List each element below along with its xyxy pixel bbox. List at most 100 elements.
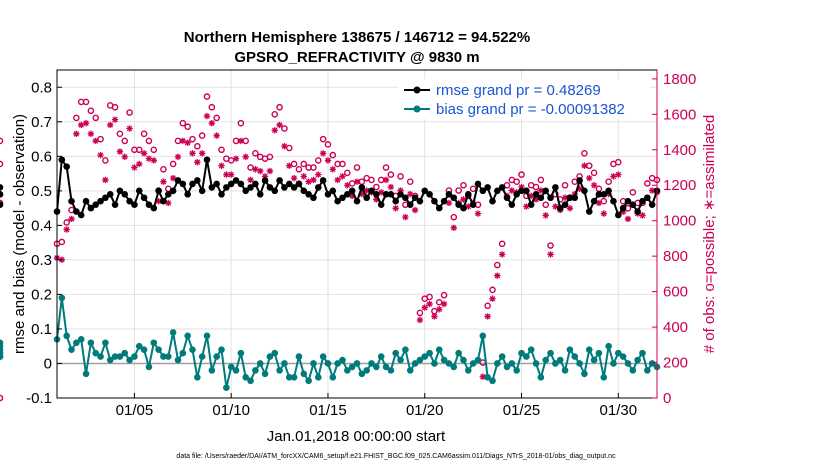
obs-possible-point	[416, 309, 424, 317]
rmse-point	[131, 201, 138, 208]
obs-possible-point	[218, 146, 225, 154]
rmse-point	[445, 190, 453, 198]
rmse-point	[624, 197, 632, 205]
left-tick-label: 0.2	[31, 286, 52, 303]
bias-point	[387, 367, 395, 374]
bias-point	[542, 356, 550, 364]
obs-assimilated-point	[203, 112, 211, 120]
bias-point	[310, 360, 317, 367]
obs-assimilated-point	[218, 162, 225, 169]
rmse-point	[508, 201, 516, 208]
bias-point	[344, 367, 351, 374]
obs-assimilated-point	[77, 121, 85, 129]
bias-point	[247, 377, 254, 385]
obs-assimilated-point	[436, 306, 443, 313]
rmse-point	[421, 187, 429, 195]
rmse-point	[518, 187, 525, 195]
bias-point	[348, 363, 356, 371]
obs-possible-point	[102, 157, 109, 164]
obs-possible-point	[518, 171, 525, 178]
rmse-point	[498, 184, 506, 191]
chart-title-line2: GPSRO_REFRACTIVITY @ 9830 m	[234, 49, 479, 66]
obs-possible-point	[271, 111, 279, 118]
rmse-point	[537, 194, 545, 202]
rmse-point	[610, 197, 617, 205]
obs-possible-point	[281, 125, 288, 132]
obs-assimilated-point	[465, 203, 472, 210]
bias-point	[610, 360, 617, 367]
rmse-point	[561, 201, 569, 208]
obs-possible-point	[203, 93, 211, 100]
obs-assimilated-point	[344, 182, 351, 189]
rmse-point	[300, 187, 308, 195]
obs-possible-point	[387, 171, 395, 178]
obs-assimilated-point	[339, 173, 346, 180]
rmse-point	[576, 177, 583, 184]
rmse-point	[464, 190, 472, 198]
obs-possible-point	[537, 176, 545, 184]
rmse-point	[82, 197, 90, 205]
obs-assimilated-point	[315, 171, 322, 178]
obs-assimilated-point	[310, 176, 317, 184]
obs-possible-point	[73, 114, 80, 122]
rmse-point	[140, 194, 148, 202]
rmse-point	[469, 201, 477, 208]
obs-assimilated-point	[537, 187, 545, 194]
left-tick-label: 0.7	[31, 114, 52, 131]
bias-point	[416, 356, 424, 364]
rmse-point	[208, 184, 216, 191]
obs-possible-point	[494, 261, 501, 269]
bias-point	[373, 363, 380, 371]
obs-possible-point	[116, 130, 124, 138]
rmse-point	[619, 204, 627, 212]
bias-point	[614, 349, 622, 357]
rmse-point	[184, 190, 191, 198]
obs-possible-point	[397, 173, 404, 180]
rmse-point	[276, 177, 283, 184]
obs-assimilated-point	[334, 176, 341, 184]
x-axis-label: Jan.01,2018 00:00:00 start	[267, 428, 446, 445]
rmse-point	[106, 190, 114, 198]
obs-assimilated-point	[450, 224, 457, 231]
bias-point	[494, 360, 501, 367]
rmse-point	[232, 177, 240, 184]
rmse-point	[397, 190, 404, 198]
obs-possible-point	[160, 165, 167, 173]
bias-point	[242, 373, 250, 381]
rmse-point	[324, 190, 332, 198]
obs-possible-point	[92, 114, 100, 122]
rmse-point	[455, 201, 462, 208]
rmse-point	[542, 187, 550, 195]
right-tick-label: 400	[663, 319, 688, 336]
rmse-point	[198, 187, 206, 195]
obs-assimilated-point	[252, 166, 259, 173]
rmse-point	[305, 190, 312, 198]
obs-possible-point	[590, 169, 598, 177]
bias-point	[644, 367, 651, 374]
obs-assimilated-point	[266, 167, 274, 175]
bias-point	[290, 373, 298, 381]
obs-possible-point	[276, 103, 283, 111]
rmse-point	[290, 184, 298, 191]
rmse-point	[194, 177, 201, 184]
obs-assimilated-point	[523, 203, 530, 210]
bias-point	[339, 356, 346, 364]
obs-possible-series	[0, 93, 661, 402]
rmse-point	[411, 194, 419, 202]
bias-point	[227, 363, 235, 371]
obs-assimilated-point	[247, 176, 254, 184]
legend-rmse-marker	[413, 86, 421, 94]
rmse-point	[237, 180, 245, 188]
rmse-point	[494, 187, 501, 195]
rmse-point	[97, 197, 104, 205]
bias-point	[305, 377, 312, 385]
obs-possible-point	[295, 165, 303, 173]
rmse-point	[285, 180, 293, 188]
bias-point	[281, 360, 288, 367]
obs-possible-point	[344, 169, 351, 177]
obs-possible-point	[605, 178, 612, 185]
bias-point	[140, 346, 148, 353]
bias-point	[285, 373, 293, 381]
rmse-point	[63, 163, 70, 170]
bias-point	[392, 349, 400, 357]
